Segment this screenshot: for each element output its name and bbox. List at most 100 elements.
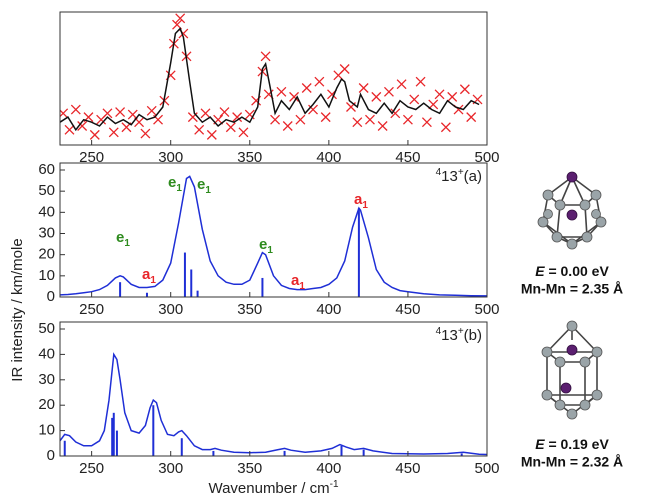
y-tick-label: 50 [38, 182, 55, 199]
y-tick-label: 20 [38, 246, 55, 263]
mode-label: a1 [142, 266, 156, 286]
y-tick-label: 30 [38, 224, 55, 241]
y-tick-label: 0 [47, 288, 55, 305]
panel-label-post: (b) [464, 327, 482, 344]
x-tick-label: 250 [79, 460, 104, 477]
marker [271, 115, 280, 124]
energy-value: = 0.19 eV [545, 436, 610, 452]
energy-label: E = 0.19 eV [535, 436, 609, 452]
marker [410, 95, 419, 104]
y-tick-label: 10 [38, 267, 55, 284]
marker [283, 122, 292, 131]
x-tick-label: 400 [316, 301, 341, 318]
y-axis-title: IR intensity / km/mole [9, 238, 26, 381]
mode-label: a1 [291, 272, 305, 292]
x-tick-label: 300 [158, 460, 183, 477]
marker [378, 122, 387, 131]
energy-label: E = 0.00 eV [535, 263, 609, 279]
mode-subscript: 1 [267, 245, 273, 256]
mode-symbol: e [116, 229, 124, 246]
marker [277, 87, 286, 96]
x-tick-label: 350 [237, 301, 262, 318]
mode-label: e1 [197, 176, 211, 196]
marker [147, 106, 156, 115]
panel-label-main: 13 [441, 168, 458, 185]
spectrum-line [60, 354, 487, 454]
marker [109, 128, 118, 137]
y-tick-label: 40 [38, 345, 55, 362]
marker [397, 80, 406, 89]
marker [239, 128, 248, 137]
mode-symbol: e [197, 176, 205, 193]
marker [65, 125, 74, 134]
marker [441, 123, 450, 132]
mode-subscript: 1 [205, 185, 211, 196]
x-tick-label: 400 [316, 460, 341, 477]
mode-symbol: e [259, 236, 267, 253]
x-tick-label: 300 [158, 301, 183, 318]
y-tick-label: 40 [38, 203, 55, 220]
marker [141, 129, 150, 138]
marker [296, 115, 305, 124]
structure-b-drawing [542, 321, 602, 419]
x-tick-label: 450 [395, 301, 420, 318]
marker [71, 105, 80, 114]
marker [340, 65, 349, 74]
x-tick-label: 450 [395, 460, 420, 477]
marker [372, 92, 381, 101]
marker [467, 113, 476, 122]
panel-label-post: (a) [464, 168, 482, 185]
mode-subscript: 1 [176, 183, 182, 194]
marker [220, 108, 229, 117]
marker [201, 109, 210, 118]
y-tick-label: 30 [38, 371, 55, 388]
marker [302, 84, 311, 93]
x-tick-label: 500 [474, 460, 499, 477]
marker [315, 77, 324, 86]
mode-label: a1 [354, 191, 368, 211]
marker [435, 90, 444, 99]
y-tick-label: 50 [38, 320, 55, 337]
x-axis-title: Wavenumber / cm-1 [208, 479, 338, 497]
marker [261, 52, 270, 61]
y-tick-label: 20 [38, 396, 55, 413]
marker [448, 92, 457, 101]
marker [384, 87, 393, 96]
mode-label: e1 [259, 236, 273, 256]
mode-label: e1 [168, 174, 182, 194]
marker [207, 130, 216, 139]
panel-label: 413+(b) [436, 326, 482, 344]
marker [90, 130, 99, 139]
x-axis-title-main: Wavenumber / cm [208, 480, 329, 497]
mode-symbol: e [168, 174, 176, 191]
y-tick-label: 10 [38, 422, 55, 439]
mode-label: e1 [116, 229, 130, 249]
marker [353, 118, 362, 127]
marker [116, 108, 125, 117]
plot-frame [60, 322, 487, 456]
marker [226, 123, 235, 132]
marker [309, 105, 318, 114]
marker [403, 115, 412, 124]
x-tick-label: 250 [79, 301, 104, 318]
plot-area [59, 14, 482, 140]
marker [460, 85, 469, 94]
marker [359, 84, 368, 93]
x-axis-title-sup: -1 [330, 479, 339, 490]
mode-subscript: 1 [362, 200, 368, 211]
marker [416, 77, 425, 86]
figure: E = 0.00 eV Mn-Mn = 2.35 Å E = 0.19 eV M… [0, 0, 656, 499]
structure-a-drawing [538, 172, 606, 249]
distance-label: Mn-Mn = 2.35 Å [521, 281, 623, 297]
x-tick-label: 500 [474, 301, 499, 318]
marker [365, 115, 374, 124]
y-tick-label: 60 [38, 161, 55, 178]
mode-subscript: 1 [124, 238, 130, 249]
panel-label-main: 13 [441, 327, 458, 344]
distance-label: Mn-Mn = 2.32 Å [521, 454, 623, 470]
mode-subscript: 1 [150, 275, 156, 286]
plot-area [60, 354, 487, 456]
x-tick-label: 350 [237, 460, 262, 477]
marker [422, 118, 431, 127]
marker [195, 125, 204, 134]
